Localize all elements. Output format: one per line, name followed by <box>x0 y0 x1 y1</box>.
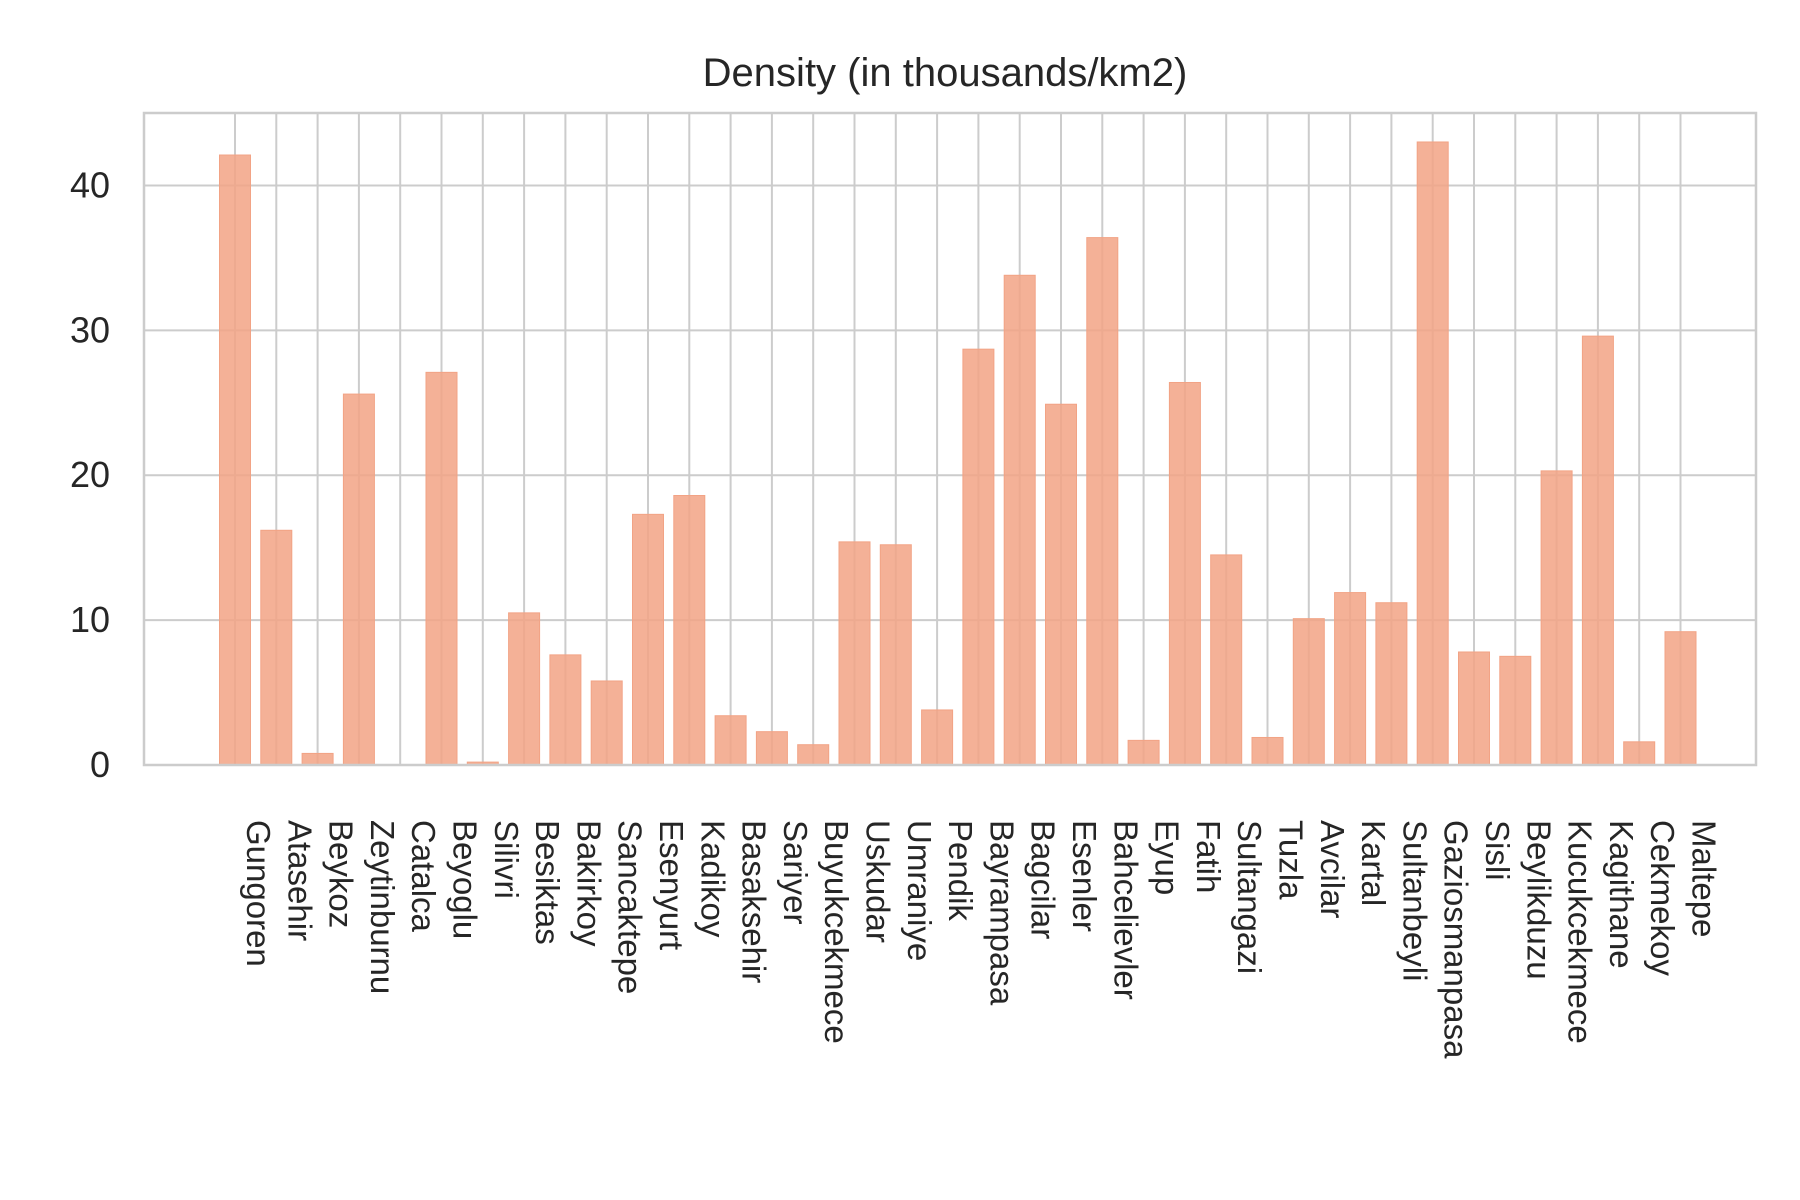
bar-atasehir <box>260 529 293 766</box>
x-tick-label: Beykoz <box>323 820 360 928</box>
bar-bahcelievler <box>1086 237 1119 766</box>
x-tick-label: Umraniye <box>901 820 938 961</box>
x-tick-label: Kadikoy <box>694 820 731 938</box>
bars <box>219 141 1697 766</box>
y-tick-label: 30 <box>70 309 110 350</box>
x-tick-label: Fatih <box>1190 820 1227 893</box>
bar-buyukcekmece <box>797 744 830 766</box>
bar-eyup <box>1127 739 1160 766</box>
bar-avcilar <box>1292 618 1325 766</box>
x-tick-label: Bayrampasa <box>983 820 1020 1006</box>
x-tick-label: Buyukcekmece <box>818 820 855 1044</box>
x-tick-label: Kucukcekmece <box>1562 820 1599 1044</box>
x-tick-label: Kartal <box>1355 820 1392 906</box>
bar-gaziosmanpasa <box>1416 141 1449 766</box>
bar-bayrampasa <box>962 348 995 766</box>
bar-beyoglu <box>425 371 458 766</box>
bar-maltepe <box>1664 631 1697 766</box>
bar-beylikduzu <box>1499 655 1532 766</box>
y-tick-label: 10 <box>70 599 110 640</box>
y-axis-ticks: 0 10 20 30 40 <box>70 164 110 785</box>
x-tick-label: Beylikduzu <box>1520 820 1557 980</box>
x-tick-label: Cekmekoy <box>1644 820 1681 976</box>
x-tick-label: Besiktas <box>529 820 566 945</box>
x-tick-label: Catalca <box>405 820 442 933</box>
bar-basaksehir <box>714 715 747 766</box>
x-tick-label: Sisli <box>1479 820 1516 881</box>
bar-bagcilar <box>1003 274 1036 766</box>
bar-besiktas <box>508 612 541 766</box>
y-tick-label: 40 <box>70 164 110 205</box>
bar-gungoren <box>219 154 251 766</box>
plot-frame <box>142 111 1758 767</box>
bar-esenler <box>1045 403 1077 766</box>
x-tick-label: Zeytinburnu <box>364 820 401 994</box>
x-tick-label: Tuzla <box>1273 820 1310 900</box>
bar-fatih <box>1168 381 1201 766</box>
x-tick-label: Bakirkoy <box>570 820 607 947</box>
bar-sisli <box>1458 651 1490 766</box>
x-tick-label: Esenler <box>1066 820 1103 932</box>
bar-esenyurt <box>632 513 664 766</box>
bar-umraniye <box>879 544 912 766</box>
bar-kucukcekmece <box>1540 470 1573 766</box>
chart-title: Density (in thousands/km2) <box>703 51 1188 95</box>
bar-sariyer <box>755 731 788 766</box>
x-tick-label: Silivri <box>488 820 525 899</box>
x-tick-label: Beyoglu <box>447 820 484 939</box>
x-tick-label: Pendik <box>942 820 979 921</box>
bar-beykoz <box>301 752 334 766</box>
bar-kadikoy <box>673 495 706 766</box>
y-tick-label: 0 <box>90 744 110 785</box>
x-tick-label: Esenyurt <box>653 820 690 950</box>
x-tick-label: Kagithane <box>1603 820 1640 969</box>
x-axis-ticks: Gungoren Atasehir Beykoz Zeytinburnu Catalca… <box>240 820 1723 1059</box>
x-tick-label: Gungoren <box>240 820 277 967</box>
bar-kartal <box>1334 592 1367 766</box>
x-tick-label: Bagcilar <box>1025 820 1062 939</box>
bar-kagithane <box>1581 335 1614 766</box>
x-tick-label: Avcilar <box>1314 820 1351 918</box>
x-tick-label: Maltepe <box>1686 820 1723 937</box>
x-tick-label: Sancaktepe <box>612 820 649 994</box>
x-tick-label: Sariyer <box>777 820 814 925</box>
bar-cekmekoy <box>1623 741 1656 766</box>
x-tick-label: Sultanbeyli <box>1396 820 1433 981</box>
bar-sultanbeyli <box>1375 602 1408 766</box>
x-tick-label: Basaksehir <box>736 820 773 983</box>
bar-uskudar <box>838 541 871 766</box>
x-tick-label: Atasehir <box>281 820 318 941</box>
x-tick-label: Uskudar <box>860 820 897 943</box>
x-tick-label: Eyup <box>1149 820 1186 895</box>
x-tick-label: Sultangazi <box>1231 820 1268 974</box>
x-tick-label: Gaziosmanpasa <box>1438 820 1475 1059</box>
bar-sultangazi <box>1210 554 1243 766</box>
bar-bakirkoy <box>549 654 582 766</box>
bar-zeytinburnu <box>342 393 375 766</box>
x-tick-label: Bahcelievler <box>1107 820 1144 1000</box>
bar-sancaktepe <box>590 680 623 766</box>
bar-tuzla <box>1251 736 1284 766</box>
bar-pendik <box>921 709 954 766</box>
y-tick-label: 20 <box>70 454 110 495</box>
